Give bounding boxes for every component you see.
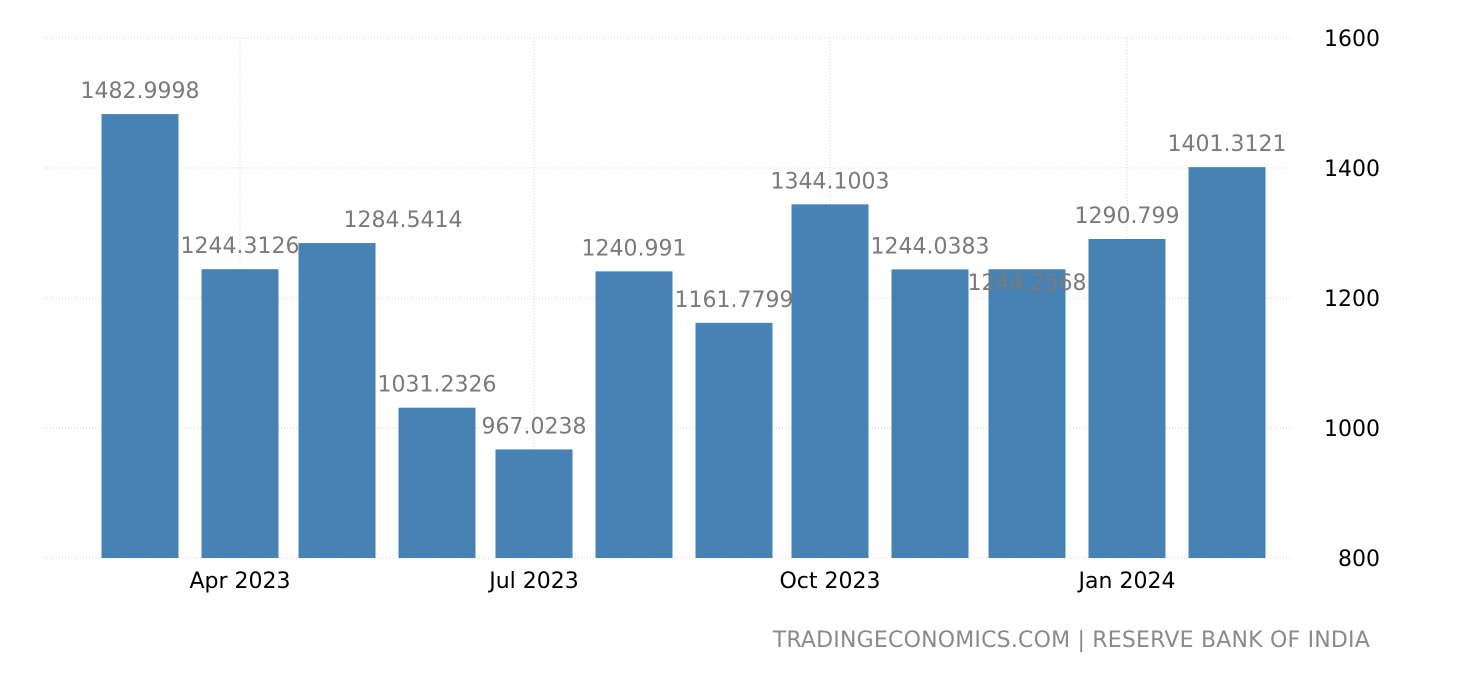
data-label: 1031.2326: [378, 373, 497, 398]
data-label: 1401.3121: [1168, 132, 1287, 157]
bar: [1088, 238, 1166, 558]
x-tick-label: Apr 2023: [189, 569, 290, 594]
bar: [398, 407, 476, 558]
data-label: 1244.2568: [968, 271, 1087, 296]
data-label: 1244.0383: [871, 234, 990, 259]
data-label: 1284.5414: [344, 208, 463, 233]
bar: [791, 204, 869, 558]
source-credit: TRADINGECONOMICS.COM | RESERVE BANK OF I…: [772, 628, 1370, 653]
x-tick-label: Jul 2023: [487, 569, 579, 594]
y-tick-label: 800: [1338, 547, 1380, 572]
bar: [988, 269, 1066, 558]
bar: [495, 449, 573, 558]
bar: [695, 322, 773, 558]
y-tick-label: 1600: [1324, 27, 1380, 52]
y-tick-label: 1000: [1324, 417, 1380, 442]
data-label: 1290.799: [1075, 204, 1180, 229]
data-label: 1161.7799: [675, 288, 794, 313]
bar: [201, 269, 279, 558]
y-tick-label: 1400: [1324, 157, 1380, 182]
bar: [595, 271, 673, 558]
data-label: 1244.3126: [181, 234, 300, 259]
y-tick-label: 1200: [1324, 287, 1380, 312]
data-label: 967.0238: [482, 414, 587, 439]
x-tick-label: Jan 2024: [1077, 569, 1176, 594]
bar: [101, 114, 179, 558]
bar: [1188, 167, 1266, 558]
data-label: 1240.991: [582, 236, 687, 261]
data-label: 1482.9998: [81, 79, 200, 104]
data-label: 1344.1003: [771, 169, 890, 194]
bar: [891, 269, 969, 558]
x-tick-label: Oct 2023: [779, 569, 880, 594]
bar: [298, 243, 376, 558]
